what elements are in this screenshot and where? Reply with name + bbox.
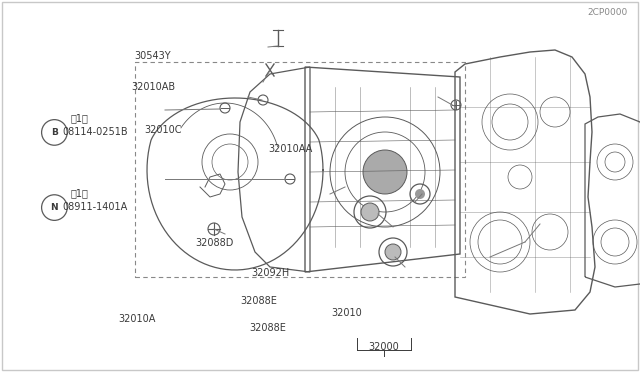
Text: 30543Y: 30543Y xyxy=(134,51,171,61)
Text: 32010AA: 32010AA xyxy=(269,144,313,154)
Text: 32088D: 32088D xyxy=(195,238,234,248)
Text: 08114-0251B: 08114-0251B xyxy=(63,127,129,137)
Text: 32000: 32000 xyxy=(369,341,399,352)
Text: B: B xyxy=(51,128,58,137)
Text: 32010C: 32010C xyxy=(144,125,182,135)
Text: 32092H: 32092H xyxy=(252,268,290,278)
Text: 32088E: 32088E xyxy=(250,323,287,333)
Circle shape xyxy=(361,203,379,221)
Text: （1）: （1） xyxy=(70,113,88,123)
Text: 32010A: 32010A xyxy=(118,314,156,324)
Text: N: N xyxy=(51,203,58,212)
Text: 2CP0000: 2CP0000 xyxy=(588,8,628,17)
Text: 32010: 32010 xyxy=(332,308,362,318)
Circle shape xyxy=(385,244,401,260)
Text: 32088E: 32088E xyxy=(241,296,278,306)
Circle shape xyxy=(415,189,425,199)
Circle shape xyxy=(363,150,407,194)
Text: 08911-1401A: 08911-1401A xyxy=(63,202,128,212)
Text: （1）: （1） xyxy=(70,189,88,198)
Text: 32010AB: 32010AB xyxy=(131,82,175,92)
